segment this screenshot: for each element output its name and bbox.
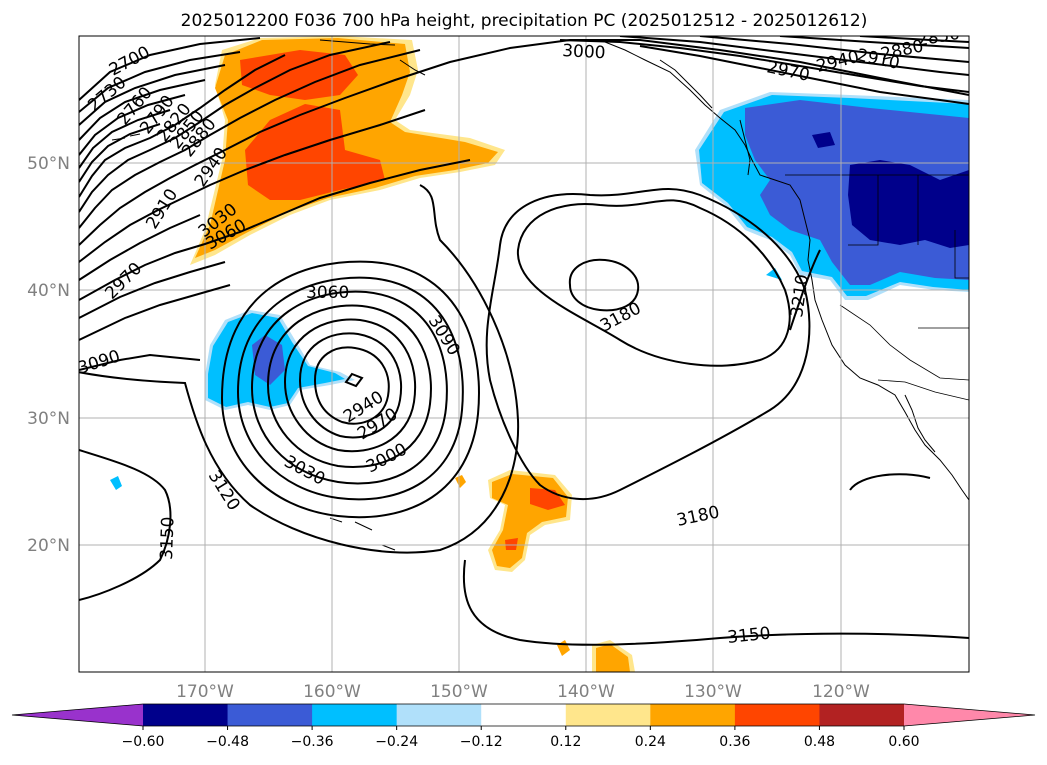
colorbar-swatch (481, 704, 567, 726)
figure-title: 2025012200 F036 700 hPa height, precipit… (181, 11, 868, 31)
colorbar-extend-low (12, 704, 143, 726)
colorbar-swatch (650, 704, 736, 726)
lat-label: 20°N (27, 536, 70, 556)
gridlines (79, 36, 969, 672)
colorbar-extend-high (904, 704, 1035, 726)
colorbar-swatch (565, 704, 651, 726)
lon-label: 170°W (176, 682, 234, 702)
colorbar-swatch (819, 704, 905, 726)
colorbar-tick-label: 0.36 (719, 734, 750, 750)
colorbar-tick-label: 0.48 (804, 734, 835, 750)
contour-label: 3150 (726, 624, 771, 648)
lon-label: 130°W (684, 682, 742, 702)
lon-label: 160°W (303, 682, 361, 702)
colorbar-tick-label: −0.12 (460, 734, 503, 750)
lon-label: 120°W (812, 682, 870, 702)
height-contours (79, 36, 969, 646)
contour-label: 3060 (306, 283, 349, 303)
colorbar-tick-label: −0.60 (122, 734, 165, 750)
lat-label: 30°N (27, 409, 70, 429)
lat-label: 50°N (27, 154, 70, 174)
lat-label: 40°N (27, 281, 70, 301)
colorbar-tick-labels: −0.60 −0.48 −0.36 −0.24 −0.12 0.12 0.24 0.36 0.4… (122, 726, 920, 750)
colorbar-tick-label: 0.60 (888, 734, 919, 750)
map-frame (78, 35, 970, 673)
contour-label: 3150 (157, 516, 178, 560)
colorbar-tick-label: −0.48 (206, 734, 249, 750)
contour-label: 3000 (562, 41, 606, 63)
political-borders (785, 174, 969, 401)
colorbar-tick-label: −0.36 (291, 734, 334, 750)
colorbar-tick-label: −0.24 (375, 734, 418, 750)
lon-label: 140°W (557, 682, 615, 702)
colorbar-swatch (734, 704, 820, 726)
precip-positive-central (455, 470, 635, 672)
map-area: 2700 2730 2760 2790 2820 2850 2880 2910 … (79, 36, 969, 672)
colorbar-swatch (143, 704, 229, 726)
colorbar (11, 703, 1036, 727)
lon-label: 150°W (430, 682, 488, 702)
colorbar-tick-label: 0.12 (550, 734, 581, 750)
colorbar-swatch (312, 704, 398, 726)
colorbar-swatch (396, 704, 482, 726)
colorbar-swatch (227, 704, 313, 726)
longitude-labels: 170°W 160°W 150°W 140°W 130°W 120°W (176, 682, 870, 702)
colorbar-tick-label: 0.24 (635, 734, 666, 750)
latitude-labels: 50°N 40°N 30°N 20°N (27, 154, 70, 556)
